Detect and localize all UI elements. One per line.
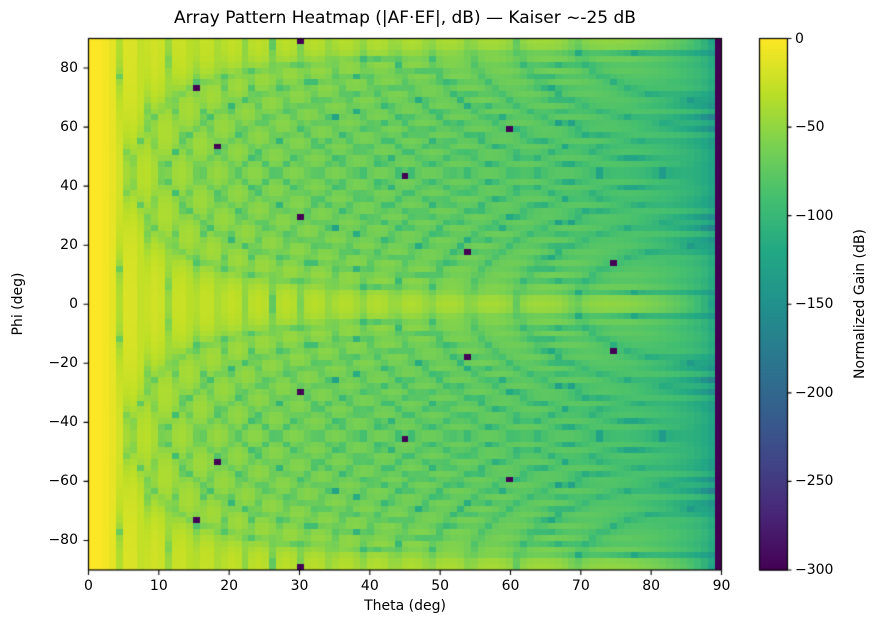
- colorbar-tick-label: −100: [795, 207, 834, 224]
- x-tick-label: 50: [431, 578, 450, 594]
- x-tick-label: 10: [149, 578, 168, 594]
- y-tick-label: 20: [60, 237, 78, 254]
- colorbar-tick-label: 0: [795, 30, 804, 47]
- y-tick-label: 60: [60, 119, 78, 136]
- colorbar-tick-label: −50: [795, 119, 825, 136]
- x-axis-label: Theta (deg): [364, 598, 446, 614]
- x-tick-label: 70: [571, 578, 590, 594]
- x-tick-label: 60: [501, 578, 520, 594]
- y-tick-label: −60: [48, 473, 78, 490]
- y-tick-label: −20: [48, 355, 78, 372]
- colorbar-tick-label: −150: [795, 296, 834, 313]
- x-tick-label: 0: [84, 578, 93, 594]
- x-tick-label: 40: [360, 578, 379, 594]
- x-tick-label: 90: [712, 578, 731, 594]
- x-tick-label: 30: [290, 578, 309, 594]
- y-tick-label: −40: [48, 414, 78, 431]
- colorbar-tick-label: −200: [795, 384, 834, 401]
- y-tick-label: 40: [60, 178, 78, 195]
- x-tick-label: 80: [642, 578, 661, 594]
- y-tick-label: 80: [60, 60, 78, 77]
- y-tick-label: −80: [48, 532, 78, 549]
- y-tick-label: 0: [69, 296, 78, 313]
- colorbar-label: Normalized Gain (dB): [852, 229, 868, 379]
- colorbar-tick-label: −250: [795, 473, 834, 490]
- colorbar-tick-label: −300: [795, 562, 834, 578]
- x-tick-label: 20: [220, 578, 239, 594]
- chart-title: Array Pattern Heatmap (|AF·EF|, dB) — Ka…: [174, 8, 636, 28]
